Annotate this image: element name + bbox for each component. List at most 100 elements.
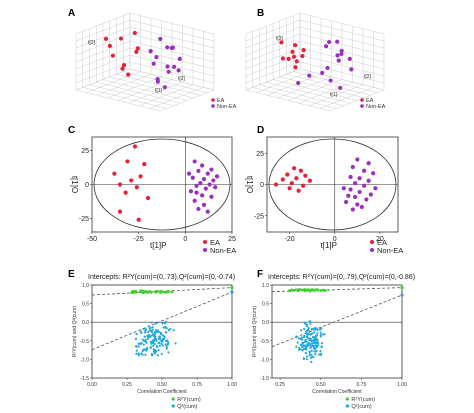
ea-point <box>296 188 301 193</box>
ea-point <box>145 195 151 201</box>
q2-permutation-point <box>146 331 150 334</box>
x-axis-label: Correlation Coefficient <box>137 389 187 395</box>
y-tick-label: -25 <box>254 213 264 220</box>
q2-permutation-point <box>167 341 170 345</box>
non-ea-point <box>335 39 340 44</box>
q2-permutation-point <box>299 348 303 351</box>
grid-line <box>138 84 194 106</box>
ea-point <box>287 186 292 191</box>
legend-r2-marker <box>345 397 349 401</box>
y-axis-label: t[1]O <box>245 176 254 193</box>
ea-point <box>280 56 285 61</box>
panel-a-x-axis-label: t[1] <box>155 88 163 94</box>
y-tick-label: -25 <box>79 216 89 223</box>
q2-permutation-point <box>314 350 317 353</box>
q2-permutation-point <box>158 344 161 347</box>
non-ea-point <box>362 183 367 188</box>
r2-permutation-point <box>171 291 174 294</box>
q2-permutation-point <box>311 344 314 347</box>
panel-letter-d: D <box>257 125 264 136</box>
ea-point <box>117 209 123 214</box>
q2-permutation-point <box>157 348 160 352</box>
q2-permutation-point <box>158 335 161 338</box>
grid-line <box>159 89 215 112</box>
q2-permutation-point <box>153 339 157 342</box>
non-ea-point <box>196 168 201 174</box>
q2-permutation-point <box>308 339 311 342</box>
ea-point <box>293 65 298 70</box>
q2-permutation-point <box>148 329 151 332</box>
q2-permutation-point <box>305 355 309 358</box>
ea-point <box>125 159 130 164</box>
q2-permutation-point <box>304 338 307 341</box>
grid-line <box>116 74 201 96</box>
r2-permutation-point <box>300 288 303 291</box>
non-ea-point <box>366 178 371 183</box>
ea-point <box>142 162 147 167</box>
ea-point <box>117 182 123 187</box>
q2-permutation-point <box>308 351 311 355</box>
non-ea-point <box>158 36 163 42</box>
q2-permutation-point <box>148 327 151 330</box>
q2-permutation-point <box>141 338 144 341</box>
q2-permutation-point <box>307 328 310 332</box>
ea-point <box>134 185 139 190</box>
q2-permutation-point <box>296 341 299 344</box>
ea-point <box>291 54 297 59</box>
r2-permutation-point <box>321 289 324 292</box>
x-tick-label: 25 <box>228 236 236 243</box>
y-tick-label: 0.5 <box>82 302 89 308</box>
q2-permutation-point <box>298 346 301 350</box>
q2-permutation-point <box>142 343 145 346</box>
q2-permutation-point <box>321 333 324 336</box>
q2-permutation-point <box>319 335 322 338</box>
grid-line <box>293 71 378 93</box>
q2-permutation-point <box>154 322 158 325</box>
r2-permutation-point <box>130 291 134 295</box>
legend-marker <box>370 248 374 252</box>
q2-permutation-point <box>306 337 310 340</box>
non-ea-point <box>214 174 220 179</box>
q2-permutation-point <box>151 328 154 331</box>
non-ea-point <box>205 209 210 214</box>
ea-point <box>292 166 297 171</box>
q2-permutation-point <box>145 346 149 350</box>
non-ea-point <box>200 163 205 168</box>
non-ea-point <box>307 73 312 78</box>
grid-line <box>129 33 215 56</box>
y-tick-label: -1.5 <box>80 376 89 382</box>
non-ea-point <box>188 189 194 194</box>
ea-point <box>132 30 137 36</box>
q2-permutation-point <box>152 344 155 348</box>
x-tick-label: 0.25 <box>275 382 285 388</box>
panel-e-permutation-plot: Intercepts: R²Y(cum)=(0,.73),Q²(cum)=(0,… <box>72 274 237 410</box>
non-ea-point <box>357 176 362 181</box>
non-ea-point <box>339 51 344 57</box>
x-tick-label: -20 <box>285 236 295 243</box>
non-ea-point <box>200 193 205 198</box>
non-ea-point <box>154 55 159 60</box>
r2-permutation-point <box>141 289 144 292</box>
x-tick-label: 0 <box>183 236 187 243</box>
non-ea-point <box>203 186 208 191</box>
non-ea-point <box>165 64 170 69</box>
q2-permutation-point <box>310 328 313 331</box>
q2-original-point <box>400 293 404 297</box>
non-ea-point <box>296 80 301 86</box>
ea-point <box>123 190 128 195</box>
q2-permutation-point <box>300 329 303 332</box>
legend-label: EA <box>210 238 220 247</box>
ea-point <box>286 56 291 61</box>
q2-permutation-point <box>312 344 316 348</box>
q2-permutation-point <box>298 348 301 351</box>
panel-b-z-axis-label: t[3] <box>276 36 284 42</box>
ea-point <box>138 174 143 179</box>
legend-non-ea-label: Non-EA <box>217 104 237 110</box>
non-ea-point <box>192 159 197 164</box>
r2-permutation-point <box>134 291 138 294</box>
panel-letter-f: F <box>257 269 263 280</box>
q2-permutation-point <box>314 328 317 331</box>
ea-point <box>280 177 285 182</box>
grid-line <box>102 79 188 101</box>
q2-permutation-point <box>310 360 313 364</box>
